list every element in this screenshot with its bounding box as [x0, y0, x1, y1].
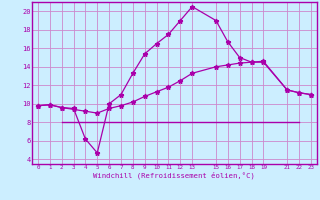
X-axis label: Windchill (Refroidissement éolien,°C): Windchill (Refroidissement éolien,°C) — [93, 172, 255, 179]
